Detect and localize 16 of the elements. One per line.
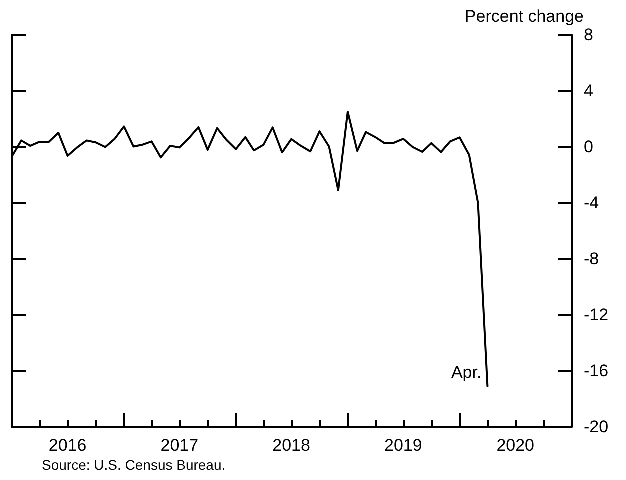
y-tick-label: 0	[584, 138, 594, 156]
y-tick-label: -16	[584, 362, 609, 380]
annotation: Apr.	[451, 362, 482, 382]
x-tick-label: 2019	[384, 436, 422, 455]
y-tick-label: -4	[584, 194, 600, 212]
y-axis-title: Percent change	[464, 7, 584, 26]
x-tick-label: 2016	[48, 436, 87, 455]
x-tick-label: 2020	[496, 436, 535, 455]
y-tick-label: 8	[584, 26, 594, 44]
y-tick-label: 4	[584, 82, 594, 100]
y-tick-label: -12	[584, 306, 609, 324]
y-tick-label: -20	[584, 418, 609, 436]
x-tick-label: 2017	[160, 436, 199, 455]
source-note: Source: U.S. Census Bureau.	[42, 457, 226, 473]
x-tick-label: 2018	[272, 436, 310, 455]
y-tick-label: -8	[584, 250, 600, 268]
